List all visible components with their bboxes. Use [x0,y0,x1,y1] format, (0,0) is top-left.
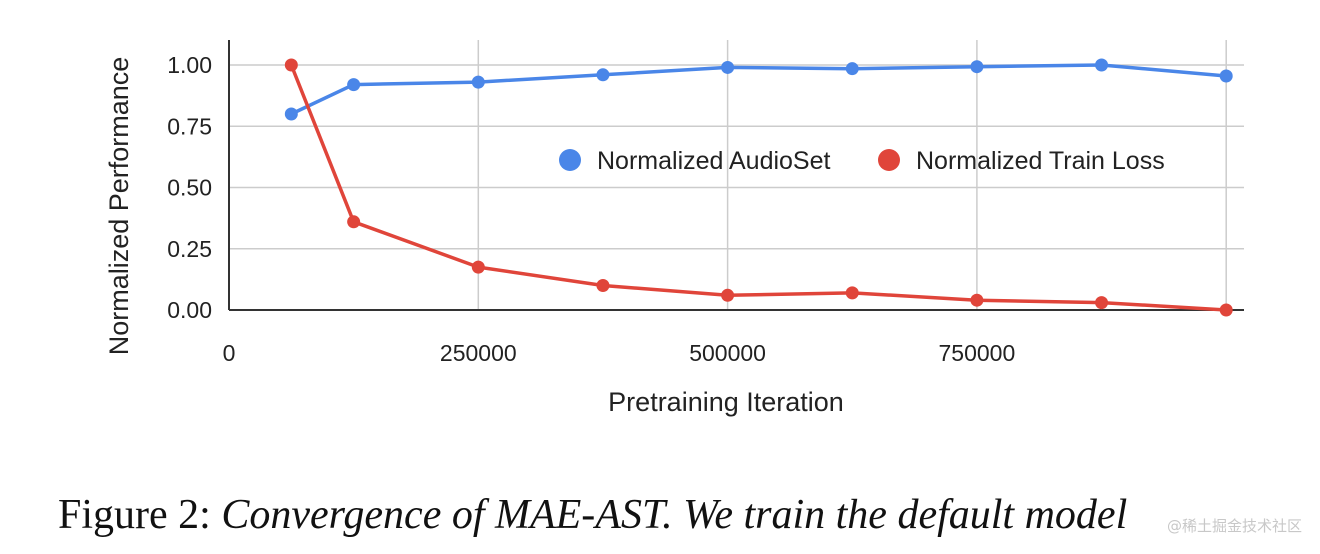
data-point [596,68,610,82]
axes [228,40,1244,311]
data-point [845,62,859,76]
y-tick-label: 0.00 [167,297,212,323]
grid-lines [229,40,1244,311]
y-tick-labels: 0.00 0.25 0.50 0.75 1.00 [167,52,212,323]
data-point [1219,69,1233,83]
data-point [721,288,735,302]
data-point [1219,303,1233,317]
data-point [284,58,298,72]
data-point [347,215,361,229]
data-point [284,107,298,121]
data-point [1095,296,1109,310]
legend-marker [878,149,900,171]
data-point [845,286,859,300]
x-tick-label: 750000 [939,340,1016,366]
legend: Normalized AudioSet Normalized Train Loss [559,147,1165,175]
x-tick-label: 0 [223,340,236,366]
caption-text: Convergence of MAE-AST. We train the def… [221,492,1128,538]
convergence-chart: 0.00 0.25 0.50 0.75 1.00 0 250000 500000 750000… [104,40,1244,417]
x-axis-label: Pretraining Iteration [608,387,844,417]
caption-label: Figure 2: [58,492,211,538]
data-point [970,60,984,74]
data-point [347,78,361,92]
data-point [1095,58,1109,72]
data-point [471,75,485,89]
y-tick-label: 0.50 [167,175,212,201]
y-tick-label: 1.00 [167,52,212,78]
legend-marker [559,149,581,171]
series-line-0 [290,63,1227,116]
x-tick-label: 500000 [689,340,766,366]
y-axis-label: Normalized Performance [104,57,134,356]
data-point [970,293,984,307]
data-point [471,260,485,274]
figure-caption: Figure 2: Convergence of MAE-AST. We tra… [58,494,1127,536]
data-point [596,279,610,292]
data-series [284,58,1233,317]
x-tick-label: 250000 [440,340,517,366]
y-tick-label: 0.75 [167,113,212,139]
legend-label: Normalized AudioSet [597,147,831,175]
x-tick-labels: 0 250000 500000 750000 [223,340,1016,366]
watermark: @稀土掘金技术社区 [1166,517,1302,535]
legend-label: Normalized Train Loss [916,147,1165,175]
data-point [721,60,735,74]
y-tick-label: 0.25 [167,236,212,262]
